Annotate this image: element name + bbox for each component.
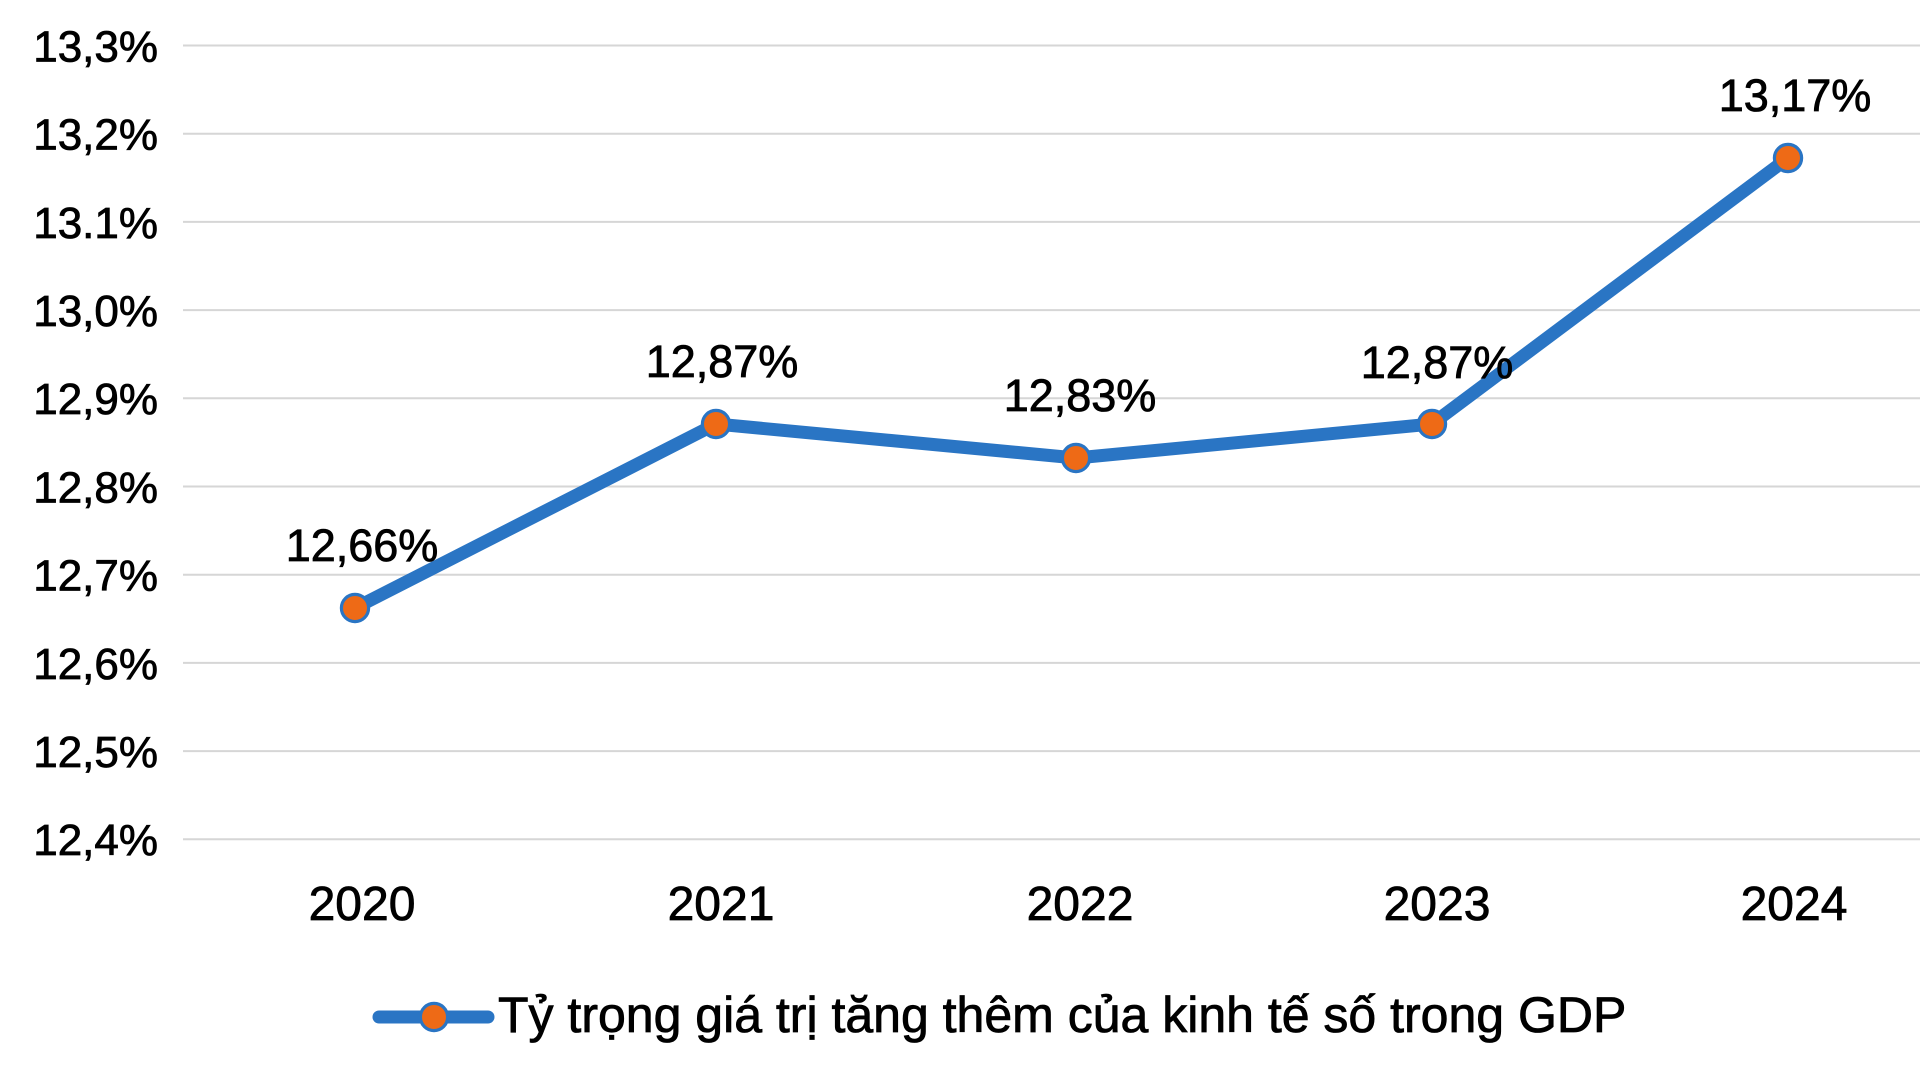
svg-text:12,6%: 12,6% xyxy=(33,640,158,689)
svg-text:12,9%: 12,9% xyxy=(33,375,158,424)
svg-text:12,87%: 12,87% xyxy=(646,336,799,387)
svg-text:2020: 2020 xyxy=(309,878,416,931)
svg-text:12,7%: 12,7% xyxy=(33,552,158,601)
svg-text:13,3%: 13,3% xyxy=(33,22,158,71)
svg-text:12,5%: 12,5% xyxy=(33,728,158,777)
svg-text:12,8%: 12,8% xyxy=(33,463,158,512)
svg-text:2023: 2023 xyxy=(1384,878,1491,931)
svg-text:13,2%: 13,2% xyxy=(33,111,158,160)
svg-text:13,17%: 13,17% xyxy=(1719,70,1872,121)
svg-text:12,83%: 12,83% xyxy=(1004,370,1157,421)
svg-text:12,4%: 12,4% xyxy=(33,816,158,865)
svg-text:2022: 2022 xyxy=(1027,878,1134,931)
svg-text:Tỷ trọng giá trị tăng thêm của: Tỷ trọng giá trị tăng thêm của kinh tế s… xyxy=(498,987,1626,1043)
svg-text:12,66%: 12,66% xyxy=(286,520,439,571)
svg-text:13,0%: 13,0% xyxy=(33,287,158,336)
svg-text:2024: 2024 xyxy=(1741,878,1848,931)
svg-text:12,87%: 12,87% xyxy=(1361,337,1514,388)
svg-text:13.1%: 13.1% xyxy=(33,199,158,248)
svg-text:2021: 2021 xyxy=(668,878,775,931)
